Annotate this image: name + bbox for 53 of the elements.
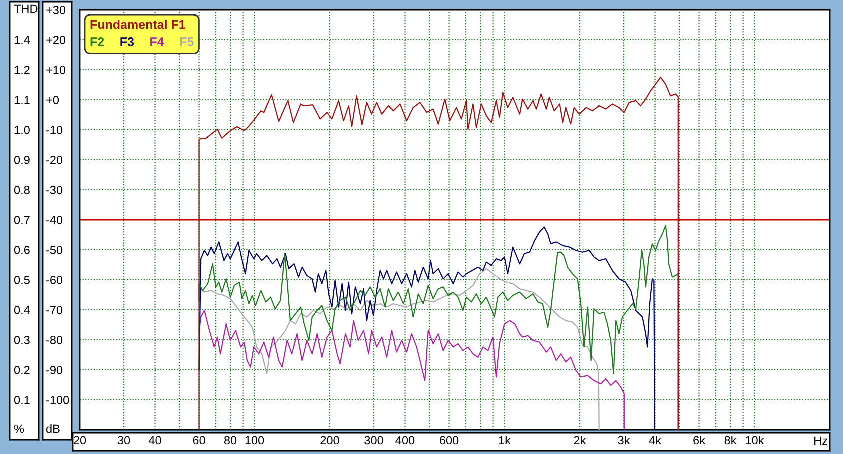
y-tick-label: +20 [46,36,66,44]
y-tick-label: -60 [46,276,63,284]
text: F2 [90,38,104,46]
y-tick-label: -10 [46,126,63,134]
x-tick-label: 20 [74,436,86,445]
x-tick-label: 4k [649,436,662,445]
category-label: 0.4 [14,306,30,314]
y-tick-label: -30 [46,186,63,194]
y-tick-label: +10 [46,66,66,74]
y-axis-title: dB [46,424,60,434]
x-tick-label: 10k [746,436,764,445]
text: F4 [150,38,164,46]
category-label: 1.0 [14,126,30,134]
y-tick-label: +0 [46,96,59,104]
x-tick-label: 600 [440,436,459,445]
category-label: 0.9 [14,156,30,164]
x-tick-label: 3k [618,436,630,445]
y-tick-label: -100 [46,396,70,404]
y-tick-label: -80 [46,336,63,344]
x-tick-label: 2k [574,436,586,445]
category-label: 0.3 [14,336,30,344]
x-tick-label: 6k [694,436,706,445]
category-label: 0.1 [14,396,30,404]
y-tick-label: +30 [46,6,66,14]
x-tick-label: 200 [320,436,340,445]
x-axis-title: Hz [814,436,828,446]
y-tick-label: -90 [46,366,63,374]
category-label: 0.6 [14,246,30,254]
y-tick-label: -20 [46,156,63,164]
x-tick-label: 40 [148,436,162,445]
x-tick-label: 80 [224,436,237,445]
x-tick-label: 400 [396,436,415,445]
category-label: 0.5 [14,276,30,284]
x-tick-label: 30 [118,436,130,445]
x-tick-label: 100 [246,436,264,445]
category-label: 1.2 [14,66,30,74]
x-tick-label: 60 [193,436,206,445]
y2-axis-title: THD [14,4,38,14]
x-tick-label: 8k [724,436,737,445]
category-label: 1.1 [14,96,30,104]
y-tick-label: -70 [46,306,63,314]
category-label: 0.2 [14,366,30,374]
category-label: 1.4 [14,36,30,44]
text: % [14,424,24,434]
text: F5 [180,38,194,46]
x-tick-label: 1k [499,436,511,445]
y-tick-label: -50 [46,246,63,254]
category-label: 0.8 [14,186,30,194]
text: F3 [120,38,134,46]
category-label: 0.7 [14,216,30,224]
y-tick-label: -40 [46,216,63,224]
x-tick-label: 300 [364,436,384,445]
text: Fundamental F1 [90,20,186,30]
